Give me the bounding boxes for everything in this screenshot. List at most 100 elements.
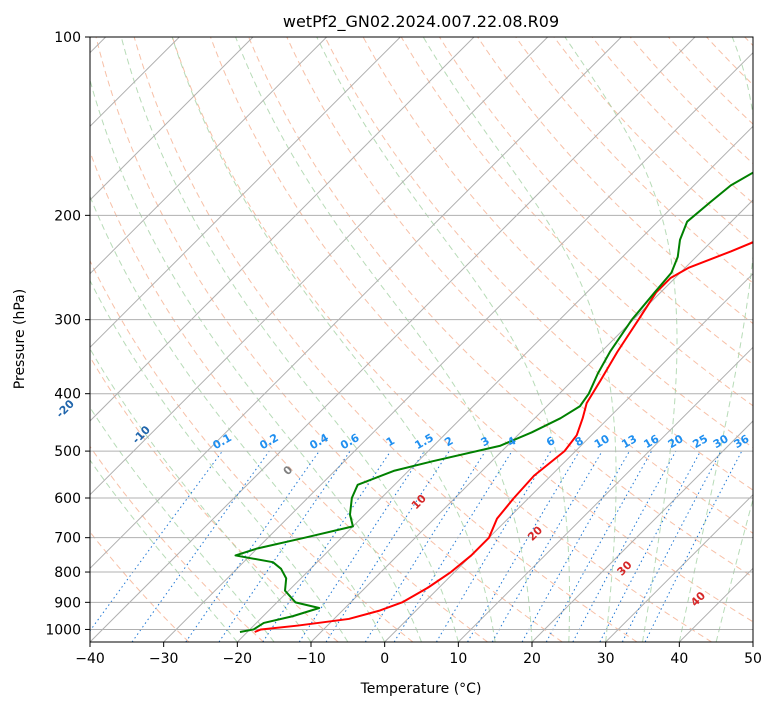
moist-adiabats bbox=[90, 37, 753, 642]
isotherm-line bbox=[752, 641, 753, 642]
dry-adiabat-line bbox=[744, 37, 753, 47]
y-tick-label: 200 bbox=[54, 208, 81, 224]
isotherm-line bbox=[90, 37, 254, 201]
mixing-ratio-label: 1.5 bbox=[412, 431, 435, 452]
mixing-ratio-label: 20 bbox=[666, 432, 686, 451]
moist-adiabat-label: 30 bbox=[615, 558, 635, 578]
y-tick-label: 700 bbox=[54, 531, 81, 547]
moist-adiabat-label: 0 bbox=[281, 463, 296, 478]
isotherm-line bbox=[310, 199, 753, 642]
dry-adiabat-line bbox=[439, 37, 753, 366]
mixing-ratio-line bbox=[262, 450, 392, 642]
mixing-ratio-label: 3 bbox=[479, 434, 492, 449]
x-tick-label: 50 bbox=[744, 651, 762, 667]
moist-adiabat-line bbox=[678, 37, 753, 642]
mixing-ratio-line bbox=[325, 450, 450, 642]
dewpoint-line bbox=[234, 171, 753, 633]
mixing-ratio-line bbox=[131, 450, 270, 642]
moist-adiabat-label: 20 bbox=[525, 523, 545, 543]
y-tick-label: 100 bbox=[54, 30, 81, 46]
dry-adiabat-line bbox=[90, 531, 190, 642]
y-tick-label: 400 bbox=[54, 387, 81, 403]
y-axis: 100 200 300 400 500 600 700 800 900 1000 bbox=[45, 30, 90, 638]
mixing-ratio-line bbox=[572, 450, 677, 642]
background-line-labels: -100-90-80-70-60-50-40-30-20-100.10.20.4… bbox=[0, 368, 752, 609]
y-tick-label: 900 bbox=[54, 595, 81, 611]
moist-adiabat-line bbox=[90, 78, 422, 642]
isotherm-line bbox=[457, 346, 753, 642]
dry-adiabat-label: -30 bbox=[0, 368, 4, 391]
moist-adiabat-line bbox=[564, 37, 678, 642]
isotherm-line bbox=[90, 37, 328, 275]
x-tick-label: −10 bbox=[296, 651, 326, 667]
moist-adiabat-line bbox=[422, 37, 617, 642]
mixing-ratio-line bbox=[218, 450, 351, 642]
y-tick-label: 300 bbox=[54, 313, 81, 329]
dry-adiabat-line bbox=[668, 37, 753, 125]
moist-adiabat-line bbox=[120, 37, 459, 642]
mixing-ratio-lines bbox=[90, 450, 743, 642]
mixing-ratio-label: 0.6 bbox=[338, 431, 362, 452]
dry-adiabat-line bbox=[553, 37, 753, 244]
mixing-ratio-line bbox=[393, 450, 513, 642]
isotherm-line bbox=[90, 37, 475, 422]
isotherm-line bbox=[384, 272, 753, 642]
x-tick-label: 0 bbox=[380, 651, 389, 667]
mixing-ratio-line bbox=[435, 450, 552, 642]
moist-adiabat-line bbox=[90, 459, 238, 642]
dry-adiabats bbox=[90, 37, 753, 642]
moist-adiabat-line bbox=[90, 406, 275, 642]
mixing-ratio-label: 6 bbox=[544, 434, 557, 449]
mixing-ratio-line bbox=[364, 450, 486, 642]
isotherms bbox=[90, 37, 753, 642]
mixing-ratio-line bbox=[467, 450, 580, 642]
chart-title: wetPf2_GN02.2024.007.22.08.R09 bbox=[283, 12, 559, 32]
temperature-line bbox=[254, 241, 753, 633]
mixing-ratio-line bbox=[185, 450, 320, 642]
mixing-ratio-label: 0.2 bbox=[257, 431, 280, 452]
y-tick-label: 500 bbox=[54, 444, 81, 460]
dry-adiabat-line bbox=[133, 37, 638, 642]
moist-adiabat-line bbox=[715, 497, 753, 642]
mixing-ratio-line bbox=[298, 450, 425, 642]
dry-adiabat-line bbox=[324, 37, 753, 491]
dry-adiabat-label: -10 bbox=[130, 423, 153, 446]
x-tick-label: −30 bbox=[149, 651, 179, 667]
isotherm-line bbox=[236, 125, 753, 642]
mixing-ratio-label: 8 bbox=[573, 434, 586, 449]
mixing-ratio-label: 16 bbox=[641, 432, 661, 451]
dry-adiabat-line bbox=[95, 37, 563, 642]
isotherm-line bbox=[605, 493, 753, 642]
dry-adiabat-line bbox=[248, 37, 753, 578]
dry-adiabat-line bbox=[210, 37, 753, 623]
y-tick-label: 1000 bbox=[45, 622, 81, 638]
y-tick-label: 800 bbox=[54, 565, 81, 581]
mixing-ratio-label: 13 bbox=[619, 432, 639, 451]
plot-frame bbox=[89, 36, 754, 643]
moist-adiabat-line bbox=[316, 37, 571, 642]
mixing-ratio-label: 30 bbox=[711, 432, 731, 451]
x-tick-label: −40 bbox=[75, 651, 105, 667]
y-tick-label: 600 bbox=[54, 491, 81, 507]
isotherm-line bbox=[163, 51, 753, 642]
dry-adiabat-line bbox=[286, 37, 753, 534]
mixing-ratio-label: 0.1 bbox=[210, 431, 233, 452]
mixing-ratio-label: 1 bbox=[384, 434, 397, 449]
y-axis-label: Pressure (hPa) bbox=[12, 289, 28, 389]
moist-adiabat-line bbox=[90, 347, 312, 642]
mixing-ratio-label: 10 bbox=[592, 432, 612, 451]
profile-lines bbox=[234, 171, 753, 633]
mixing-ratio-line bbox=[599, 450, 701, 642]
x-tick-label: 40 bbox=[670, 651, 688, 667]
x-tick-label: −20 bbox=[223, 651, 253, 667]
x-tick-label: 30 bbox=[597, 651, 615, 667]
dry-adiabat-line bbox=[515, 37, 753, 284]
mixing-ratio-label: 36 bbox=[732, 432, 752, 451]
dry-adiabat-line bbox=[90, 150, 488, 642]
background-lines bbox=[90, 37, 753, 642]
dry-adiabat-line bbox=[90, 445, 264, 642]
dry-adiabat-line bbox=[706, 37, 753, 86]
isotherm-line bbox=[90, 37, 696, 642]
x-tick-label: 10 bbox=[449, 651, 467, 667]
